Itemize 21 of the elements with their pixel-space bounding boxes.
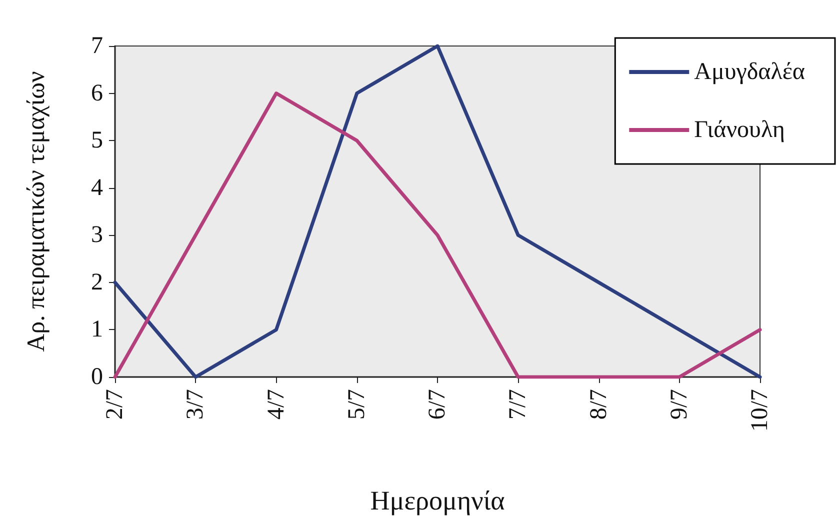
legend-label: Γιάνουλη (694, 117, 785, 143)
y-tick-label: 1 (91, 316, 103, 343)
y-tick-label: 6 (91, 80, 103, 106)
y-tick-label: 2 (91, 269, 103, 296)
x-tick-label: 3/7 (182, 389, 209, 420)
x-tick-label: 5/7 (344, 389, 370, 420)
x-tick-label: 2/7 (102, 389, 128, 420)
y-tick-label: 7 (91, 33, 103, 59)
x-tick-label: 8/7 (586, 389, 612, 420)
x-tick-label: 7/7 (505, 389, 532, 420)
x-tick-label: 6/7 (424, 389, 450, 420)
x-axis-title: Ημερομηνία (370, 486, 505, 516)
x-tick-label: 4/7 (263, 389, 290, 420)
x-tick-label: 10/7 (747, 389, 773, 432)
y-tick-label: 4 (91, 174, 103, 201)
y-tick-label: 5 (91, 128, 103, 154)
y-tick-label: 0 (91, 364, 103, 390)
legend-label: Αμυγδαλέα (694, 59, 806, 85)
y-axis-title: Αρ. πειραματικών τεμαχίων (23, 71, 50, 352)
x-tick-label: 9/7 (666, 389, 692, 420)
y-tick-label: 3 (91, 222, 103, 248)
